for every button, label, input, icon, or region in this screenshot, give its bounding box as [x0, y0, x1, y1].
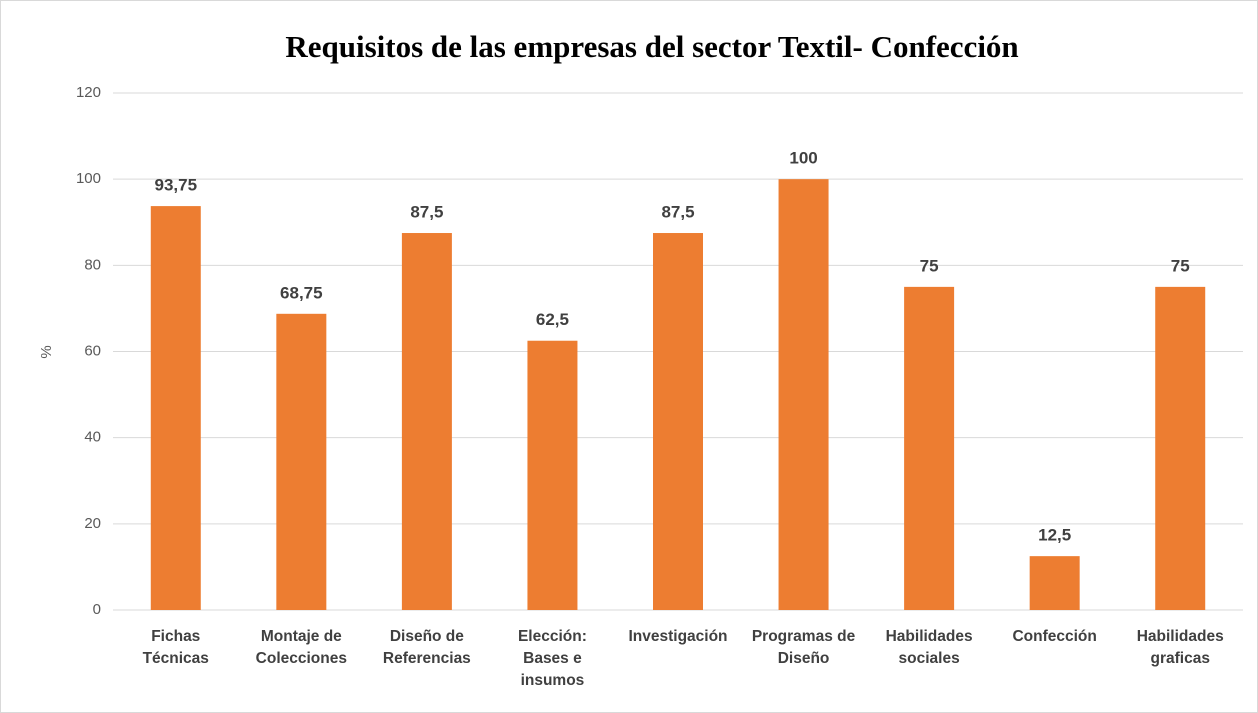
- bar: [778, 179, 829, 610]
- y-tick-label: 0: [93, 601, 101, 618]
- data-label: 75: [920, 256, 939, 275]
- bar: [527, 340, 578, 610]
- bar: [904, 286, 955, 610]
- y-tick-label: 40: [84, 429, 101, 446]
- y-tick-label: 60: [84, 342, 101, 359]
- data-label: 62,5: [536, 310, 569, 329]
- bar: [401, 233, 452, 611]
- x-tick-label: Elección: Bases e insumos: [517, 628, 587, 689]
- data-label: 75: [1171, 256, 1190, 275]
- x-tick-label: Confección: [1012, 628, 1097, 645]
- bar: [150, 206, 201, 610]
- data-label: 87,5: [410, 203, 443, 222]
- bar: [276, 313, 327, 610]
- x-tick-label: Investigación: [628, 628, 728, 645]
- chart-title: Requisitos de las empresas del sector Te…: [285, 29, 1018, 64]
- data-label: 68,75: [280, 283, 323, 302]
- x-tick-label: Habilidades graficas: [1136, 628, 1224, 667]
- data-label: 87,5: [661, 203, 694, 222]
- y-tick-label: 20: [84, 515, 101, 532]
- data-label: 93,75: [155, 176, 198, 195]
- x-tick-label: Fichas Técnicas: [142, 628, 209, 667]
- data-label: 12,5: [1038, 526, 1071, 545]
- y-tick-label: 120: [76, 84, 101, 101]
- y-tick-label: 80: [84, 256, 101, 273]
- y-axis-label: %: [38, 345, 55, 358]
- x-tick-label: Montaje de Colecciones: [255, 628, 347, 667]
- data-label: 100: [789, 149, 817, 168]
- x-tick-label: Diseño de Referencias: [382, 628, 471, 667]
- bar: [653, 233, 703, 611]
- x-tick-label: Programas de Diseño: [751, 628, 856, 667]
- bar: [1155, 286, 1206, 610]
- x-tick-label: Habilidades sociales: [885, 628, 973, 667]
- bar: [1029, 556, 1080, 610]
- y-tick-label: 100: [76, 170, 101, 187]
